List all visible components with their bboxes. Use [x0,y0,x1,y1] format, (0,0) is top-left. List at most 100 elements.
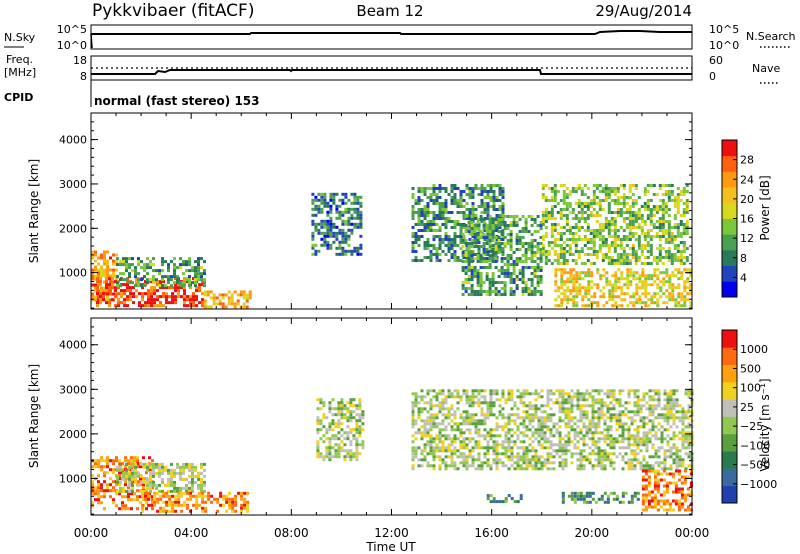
noise-left-label: N.Sky [4,31,36,44]
velocity-echo-region [641,469,693,512]
velocity-echo-region [116,462,206,493]
power-ytick-label: 4000 [59,134,87,147]
velocity-echo-region [411,389,694,471]
velocity-colorbar-frame [721,329,738,504]
velocity-colorbar-tick-label: −500 [740,459,770,472]
beam-label: Beam 12 [356,2,423,20]
velocity-echo-region [561,491,640,504]
velocity-colorbar-segment [722,433,737,452]
velocity-colorbar-tick-label: −1000 [740,478,777,491]
time-tick-label: 16:00 [474,526,509,540]
velocity-echo-region [486,494,523,504]
cpid-row: CPID normal (fast stereo) 153 [4,80,260,108]
frequency-trace [91,69,692,75]
noise-start-spike [90,33,93,49]
power-colorbar-segment [722,202,737,219]
station-title: Pykkvibaer (fitACF) [92,1,254,21]
power-colorbar-label: Power [dB] [758,175,772,240]
nave-label: Nave [752,62,780,75]
velocity-axes: 1000 2000 3000 4000 [59,318,693,515]
frequency-panel: Freq. [MHz] 18 8 60 0 Nave [4,53,780,84]
nave-right-tick-top: 60 [709,54,723,67]
power-colorbar-tick-label: 12 [740,232,754,245]
power-ylabel: Slant Range [km] [27,159,41,263]
power-colorbar-segment [722,187,737,204]
velocity-echo-region [316,398,365,462]
velocity-colorbar-tick-label: −100 [740,439,770,452]
power-echo-region [116,257,206,288]
velocity-colorbar-tick-label: −25 [740,420,763,433]
velocity-ytick-label: 4000 [59,339,87,352]
velocity-colorbar-segment [722,416,737,435]
noise-left-tick-top: 10^5 [57,23,87,36]
velocity-colorbar-tick-label: 500 [740,362,761,375]
power-panel: 1000 2000 3000 4000 Slant Range [km] 4 8 12 16… [27,112,772,310]
power-colorbar: 4 8 12 16 20 24 28 [721,139,754,298]
power-echo-region [461,215,543,296]
noise-left-tick-bottom: 10^0 [57,39,87,52]
cpid-text: normal (fast stereo) 153 [94,94,260,108]
power-ytick-label: 3000 [59,178,87,191]
time-tick-label: 00:00 [675,526,710,540]
velocity-colorbar: 1000 500 100 25 −25 −100 −500 −1000 [721,329,777,504]
velocity-colorbar-segment [722,347,737,365]
power-echo-region [554,268,693,308]
time-tick-label: 12:00 [374,526,409,540]
velocity-ytick-label: 1000 [59,472,87,485]
power-colorbar-segment [722,281,737,298]
power-colorbar-segment [722,155,737,172]
velocity-colorbar-tick-label: 25 [740,401,754,414]
power-colorbar-segment [722,218,737,235]
power-colorbar-segment [722,234,737,251]
frequency-label-line2: [MHz] [4,66,36,79]
frequency-left-tick-top: 18 [73,54,87,67]
noise-panel: N.Sky 10^5 10^0 10^5 10^0 N.Search [4,23,796,52]
power-colorbar-segment [722,265,737,282]
power-echo-region [203,290,252,309]
velocity-colorbar-segment [722,485,737,504]
noise-panel-frame [90,24,693,50]
power-colorbar-tick-label: 8 [740,252,747,265]
velocity-colorbar-segment [722,451,737,469]
date-label: 29/Aug/2014 [595,2,692,20]
velocity-ytick-label: 3000 [59,383,87,396]
time-axis-label: Time UT [365,540,416,554]
power-colorbar-tick-label: 4 [740,271,747,284]
noise-right-label: N.Search [746,30,796,43]
time-tick-label: 20:00 [575,526,610,540]
time-tick-label: 00:00 [74,526,109,540]
noise-sky-trace [91,30,692,35]
velocity-colorbar-segment [722,381,737,400]
velocity-echo-region [141,491,250,513]
velocity-colorbar-segment [722,364,737,383]
time-tick-label: 04:00 [174,526,209,540]
power-ytick-label: 2000 [59,222,87,235]
velocity-colorbar-segment [722,468,737,487]
frequency-left-tick-bottom: 8 [80,70,87,83]
power-echo-region [311,192,363,256]
power-colorbar-tick-label: 28 [740,154,754,167]
time-tick-label: 08:00 [274,526,309,540]
cpid-label: CPID [4,91,33,104]
power-axes: 1000 2000 3000 4000 [59,113,693,309]
power-ytick-label: 1000 [59,267,87,280]
power-colorbar-segment [722,249,737,266]
velocity-colorbar-segment [722,399,737,417]
noise-right-tick-bottom: 10^0 [709,39,739,52]
velocity-panel: 1000 2000 3000 4000 Slant Range [km] 1000 50… [27,317,777,516]
power-colorbar-tick-label: 16 [740,213,754,226]
power-colorbar-segment [722,171,737,188]
power-colorbar-tick-label: 24 [740,173,754,186]
velocity-ylabel: Slant Range [km] [27,364,41,468]
velocity-colorbar-segment [722,330,737,348]
power-data-layer [91,184,693,309]
power-colorbar-segment [722,140,737,157]
velocity-ytick-label: 2000 [59,428,87,441]
velocity-data-layer [91,389,694,513]
velocity-colorbar-tick-label: 100 [740,382,761,395]
velocity-colorbar-tick-label: 1000 [740,343,768,356]
velocity-colorbar-label: Velocity [m s⁻¹] [758,378,772,471]
time-axis: 00:00 04:00 08:00 12:00 16:00 20:00 00:00 [74,526,710,540]
noise-right-tick-top: 10^5 [709,23,739,36]
